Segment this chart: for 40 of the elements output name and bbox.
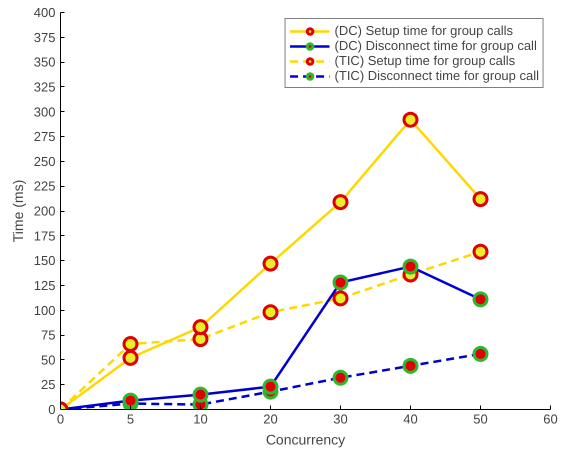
- y-tick-label: 400: [34, 5, 56, 20]
- point: [122, 350, 138, 366]
- y-tick-label: 250: [34, 154, 56, 169]
- y-tick-label: 0: [48, 402, 56, 417]
- point: [262, 304, 278, 320]
- x-axis-title: Concurrency: [266, 432, 346, 448]
- y-tick-label: 375: [34, 30, 56, 45]
- point: [332, 290, 348, 306]
- y-axis-title: Time (ms): [10, 180, 26, 242]
- y-tick-label: 50: [41, 352, 56, 368]
- legend-label: (TIC) Setup time for group calls: [334, 53, 516, 68]
- legend-label: (DC) Disconnect time for group call: [334, 38, 537, 53]
- y-tick-label: 125: [34, 278, 56, 293]
- point: [472, 191, 488, 208]
- x-tick-label: 60: [543, 412, 558, 426]
- x-tick-label: 40: [403, 412, 418, 426]
- y-tick-label: 275: [34, 129, 56, 144]
- x-tick-label: 20: [263, 412, 278, 426]
- y-tick-label: 75: [41, 328, 56, 343]
- point: [192, 319, 208, 336]
- y-tick-label: 225: [34, 178, 56, 194]
- legend-label: (DC) Setup time for group calls: [334, 23, 513, 38]
- point: [402, 112, 418, 128]
- x-tick-label: 30: [333, 412, 348, 426]
- legend-label: (TIC) Disconnect time for group call: [334, 68, 539, 83]
- y-tick-label: 325: [34, 79, 56, 94]
- y-tick-label: 100: [34, 302, 56, 318]
- point: [332, 194, 348, 210]
- point: [262, 256, 278, 272]
- y-tick-label: 175: [34, 228, 56, 244]
- x-tick-label: 50: [473, 412, 488, 426]
- y-tick-label: 150: [34, 253, 56, 268]
- y-tick-label: 25: [41, 377, 56, 392]
- x-tick-label: 5: [126, 412, 134, 426]
- y-tick-label: 200: [34, 204, 56, 218]
- x-tick-label: 10: [193, 412, 208, 426]
- point: [472, 244, 488, 260]
- point: [122, 336, 138, 352]
- y-tick-label: 350: [34, 54, 56, 70]
- y-tick-label: 300: [34, 104, 56, 120]
